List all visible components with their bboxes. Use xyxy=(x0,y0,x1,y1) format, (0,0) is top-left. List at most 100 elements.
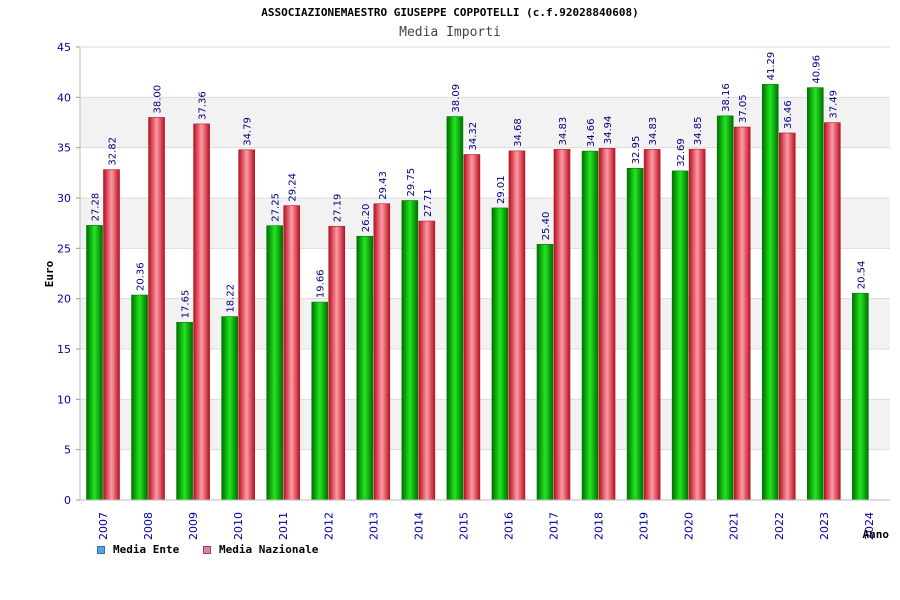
value-label-media-nazionale: 37.36 xyxy=(198,91,209,120)
chart-subtitle: Media Importi xyxy=(399,25,501,40)
x-tick-label: 2017 xyxy=(548,512,561,540)
x-tick-label: 2018 xyxy=(593,512,606,540)
value-label-media-ente: 29.75 xyxy=(406,168,417,197)
x-tick-label: 2008 xyxy=(142,512,155,540)
y-tick-label: 5 xyxy=(64,444,71,457)
x-tick-label: 2021 xyxy=(728,512,741,540)
y-tick-label: 10 xyxy=(57,393,71,406)
bar-media-ente xyxy=(581,150,599,501)
legend-item-media-nazionale: Media Nazionale xyxy=(203,543,318,556)
bar-media-ente xyxy=(401,200,419,501)
bar-media-nazionale xyxy=(823,122,841,501)
value-label-media-ente: 32.69 xyxy=(676,138,687,167)
y-tick-label: 15 xyxy=(57,343,71,356)
x-tick-label: 2022 xyxy=(773,512,786,540)
bar-media-ente xyxy=(266,225,284,501)
legend-item-media-ente: Media Ente xyxy=(97,543,179,556)
x-tick-label: 2016 xyxy=(502,512,515,540)
x-tick-label: 2010 xyxy=(232,512,245,540)
value-label-media-ente: 20.36 xyxy=(136,262,147,291)
bar-media-nazionale xyxy=(328,225,346,501)
value-label-media-ente: 20.54 xyxy=(856,261,867,290)
bar-media-nazionale xyxy=(148,117,165,501)
bar-media-ente xyxy=(671,170,689,501)
value-label-media-ente: 38.09 xyxy=(451,84,462,113)
bar-media-ente xyxy=(221,316,238,501)
bar-media-nazionale xyxy=(553,149,571,501)
value-label-media-nazionale: 29.43 xyxy=(378,171,389,200)
value-label-media-ente: 27.28 xyxy=(91,193,102,222)
x-tick-label: 2009 xyxy=(187,512,200,540)
bar-media-ente xyxy=(806,87,824,501)
bar-media-ente xyxy=(86,225,103,501)
value-label-media-nazionale: 32.82 xyxy=(108,137,119,166)
y-tick-label: 30 xyxy=(57,192,71,205)
value-label-media-ente: 40.96 xyxy=(811,55,822,84)
bar-media-nazionale xyxy=(238,149,255,501)
bar-media-nazionale xyxy=(508,150,526,501)
value-label-media-nazionale: 34.85 xyxy=(693,117,704,146)
value-label-media-nazionale: 34.94 xyxy=(603,116,614,145)
y-tick-label: 0 xyxy=(64,494,71,507)
legend-label-media-nazionale: Media Nazionale xyxy=(219,543,319,556)
bar-media-ente xyxy=(761,84,779,501)
bar-media-ente xyxy=(356,235,374,501)
value-label-media-nazionale: 29.24 xyxy=(288,173,299,202)
value-label-media-nazionale: 34.79 xyxy=(243,117,254,146)
value-label-media-ente: 32.95 xyxy=(631,136,642,165)
bar-media-nazionale xyxy=(193,123,210,501)
bar-media-nazionale xyxy=(733,126,751,501)
bar-media-nazionale xyxy=(463,154,481,501)
legend-label-media-ente: Media Ente xyxy=(113,543,180,556)
bar-media-ente xyxy=(491,207,509,501)
value-label-media-ente: 27.25 xyxy=(271,193,282,222)
x-tick-label: 2013 xyxy=(367,512,380,540)
value-label-media-ente: 26.20 xyxy=(361,204,372,233)
y-tick-label: 35 xyxy=(57,142,71,155)
value-label-media-nazionale: 36.46 xyxy=(783,100,794,129)
value-label-media-nazionale: 37.05 xyxy=(738,94,749,123)
bar-media-ente xyxy=(852,292,869,501)
chart-title: ASSOCIAZIONEMAESTRO GIUSEPPE COPPOTELLI … xyxy=(261,6,639,19)
x-tick-label: 2019 xyxy=(638,512,651,540)
value-label-media-ente: 18.22 xyxy=(226,284,237,313)
value-label-media-nazionale: 34.83 xyxy=(558,117,569,146)
value-label-media-ente: 38.16 xyxy=(721,83,732,112)
x-tick-label: 2023 xyxy=(818,512,831,540)
value-label-media-nazionale: 37.49 xyxy=(828,90,839,119)
value-label-media-nazionale: 34.68 xyxy=(513,118,524,147)
y-tick-label: 20 xyxy=(57,293,71,306)
legend-swatch-media-nazionale xyxy=(203,545,211,554)
x-axis-label: Anno xyxy=(863,528,890,541)
value-label-media-ente: 41.29 xyxy=(766,52,777,81)
bar-media-ente xyxy=(311,301,329,501)
y-tick-label: 25 xyxy=(57,242,71,255)
value-label-media-nazionale: 38.00 xyxy=(153,85,164,114)
y-tick-label: 40 xyxy=(57,91,71,104)
bar-media-nazionale xyxy=(688,148,706,501)
bar-media-nazionale xyxy=(418,220,436,501)
x-tick-label: 2007 xyxy=(97,512,110,540)
bar-media-ente xyxy=(716,115,734,501)
y-tick-label: 45 xyxy=(57,41,71,54)
x-tick-label: 2014 xyxy=(412,512,425,540)
value-label-media-ente: 25.40 xyxy=(541,212,552,241)
value-label-media-ente: 34.66 xyxy=(586,118,597,147)
value-label-media-ente: 29.01 xyxy=(496,175,507,204)
x-tick-label: 2015 xyxy=(457,512,470,540)
bar-media-ente xyxy=(446,116,464,501)
grid-band xyxy=(80,399,890,450)
value-label-media-nazionale: 27.19 xyxy=(333,194,344,223)
bar-media-ente xyxy=(536,244,554,501)
bar-media-nazionale xyxy=(103,169,120,501)
x-tick-label: 2024 xyxy=(863,512,876,540)
y-axis-label: Euro xyxy=(43,260,56,287)
bar-media-nazionale xyxy=(643,149,661,501)
x-tick-label: 2011 xyxy=(277,512,290,540)
x-tick-label: 2012 xyxy=(322,512,335,540)
value-label-media-ente: 19.66 xyxy=(316,269,327,298)
bar-media-ente xyxy=(131,294,148,501)
x-tick-label: 2020 xyxy=(683,512,696,540)
bar-media-nazionale xyxy=(598,147,616,501)
